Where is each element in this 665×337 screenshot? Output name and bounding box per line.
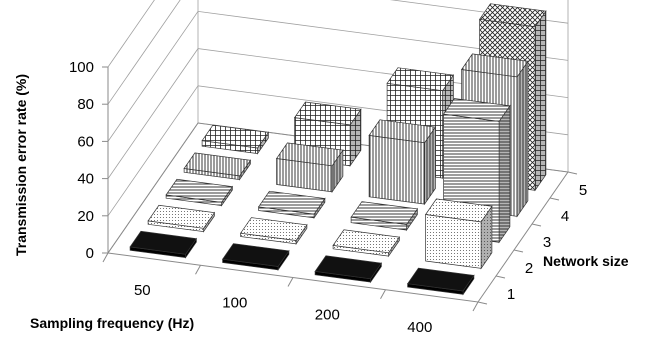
z-tick-label: 60 <box>77 133 94 150</box>
bar-side <box>516 60 529 218</box>
bar-top <box>201 124 270 149</box>
z-tick-label: 0 <box>86 245 94 262</box>
y-tick-mark <box>495 275 506 279</box>
y-axis-title: Network size <box>543 253 629 269</box>
y-tick-mark <box>513 249 524 253</box>
bar-400hz-size-2 <box>424 198 493 270</box>
bar-400hz-size-1 <box>406 267 475 296</box>
z-tick-label: 100 <box>69 59 94 76</box>
bar-200hz-size-1 <box>314 255 383 284</box>
y-tick-mark <box>567 171 578 175</box>
bar-top <box>460 53 529 78</box>
bar-side <box>498 104 511 244</box>
bar-top <box>350 201 419 225</box>
bar-50hz-size-1 <box>129 230 198 259</box>
z-tick-label: 40 <box>77 171 94 188</box>
y-tick-label: 2 <box>525 260 533 277</box>
y-tick-label: 1 <box>507 286 515 303</box>
bar-front <box>368 135 425 205</box>
x-tick-mark <box>287 277 294 287</box>
bar-top <box>386 67 455 92</box>
z-tick-label: 80 <box>77 96 94 113</box>
x-tick-mark <box>472 301 479 312</box>
bar-50hz-size-2 <box>147 204 216 233</box>
y-tick-label: 5 <box>579 182 587 199</box>
bar-100hz-size-1 <box>221 243 290 272</box>
bar-50hz-size-4 <box>183 152 252 181</box>
bar-top <box>478 3 547 28</box>
bar-200hz-size-4 <box>368 119 437 206</box>
x-tick-label: 50 <box>134 282 151 299</box>
bar-top <box>257 190 326 215</box>
bar-top <box>368 119 437 144</box>
bar-top <box>165 178 234 203</box>
gridline-100 <box>107 0 155 68</box>
y-tick-mark <box>477 301 488 305</box>
y-tick-label: 3 <box>543 234 551 251</box>
y-tick-label: 4 <box>561 208 569 225</box>
z-tick-label: 20 <box>77 208 94 225</box>
axes <box>102 66 578 312</box>
y-tick-mark <box>531 223 542 227</box>
bar-top <box>332 229 401 254</box>
bar-top <box>239 217 308 241</box>
gridline-80 <box>107 0 569 105</box>
x-axis-title: Sampling frequency (Hz) <box>30 315 194 331</box>
z-axis-title: Transmission error rate (%) <box>13 74 29 256</box>
bar-top <box>221 243 290 267</box>
x-tick-mark <box>195 265 201 275</box>
bar-top <box>129 230 198 255</box>
bar-50hz-size-5 <box>201 124 270 155</box>
bar-top <box>147 204 216 229</box>
bar-100hz-size-3 <box>257 190 326 219</box>
y-tick-mark <box>549 197 560 201</box>
x-tick-mark <box>380 289 386 299</box>
bar-top <box>183 152 252 177</box>
x-tick-label: 200 <box>315 307 340 324</box>
bars <box>129 3 547 296</box>
bar-50hz-size-3 <box>165 178 234 207</box>
bar-top <box>275 142 344 167</box>
bar-100hz-size-2 <box>239 217 308 246</box>
bar-top <box>314 255 383 280</box>
bar-100hz-size-4 <box>275 142 344 194</box>
bar-side <box>534 9 547 192</box>
bar-front <box>425 214 482 269</box>
x-tick-label: 400 <box>407 319 432 336</box>
x-tick-label: 100 <box>222 294 247 311</box>
bar-top <box>293 101 362 126</box>
bar-top <box>424 198 493 223</box>
bar-top <box>442 98 511 122</box>
x-tick-mark <box>102 252 109 263</box>
bar-200hz-size-2 <box>332 229 401 258</box>
bar-200hz-size-3 <box>350 201 419 232</box>
bar-top <box>406 267 475 292</box>
